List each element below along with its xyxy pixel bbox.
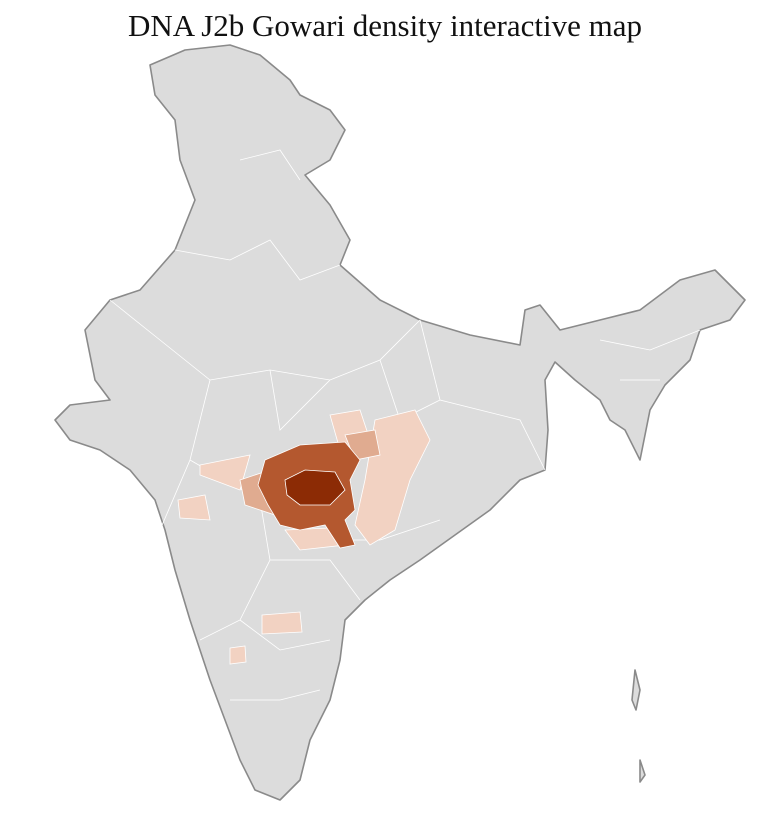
island-shape: [631, 669, 641, 711]
density-regions: [177, 409, 431, 665]
region-low[interactable]: [229, 645, 247, 665]
region-highest[interactable]: [284, 469, 346, 506]
map-title: DNA J2b Gowari density interactive map: [128, 8, 642, 43]
region-low[interactable]: [177, 494, 211, 521]
region-low[interactable]: [199, 454, 251, 491]
region-low[interactable]: [261, 611, 303, 635]
island-shape: [639, 759, 646, 783]
